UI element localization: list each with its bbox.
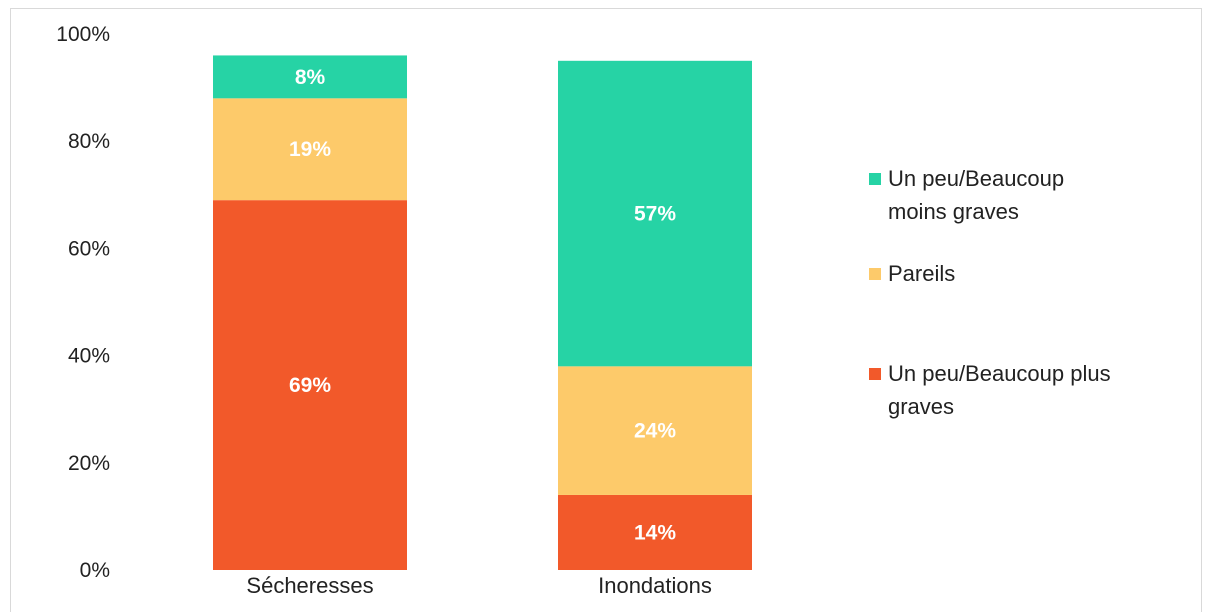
bar-segment: [213, 200, 407, 570]
legend-label-line: Pareils: [888, 261, 955, 286]
bars: [213, 55, 752, 570]
legend-label-line: moins graves: [888, 199, 1019, 224]
x-category-label: Sécheresses: [246, 573, 373, 598]
bar-segment: [558, 366, 752, 495]
bar-segment: [213, 98, 407, 201]
data-label: 14%: [634, 521, 676, 544]
legend-swatch: [869, 368, 881, 380]
y-axis: 0% 20% 40% 60% 80% 100%: [56, 23, 110, 582]
legend-label-line: Un peu/Beaucoup plus: [888, 361, 1111, 386]
legend-swatch: [869, 268, 881, 280]
legend-label: Un peu/Beaucoup moins graves: [888, 166, 1064, 224]
y-tick-label: 100%: [56, 23, 110, 46]
y-tick-label: 20%: [68, 452, 110, 475]
bar-segment: [558, 494, 752, 570]
data-label: 8%: [295, 66, 326, 89]
legend-label-line: Un peu/Beaucoup: [888, 166, 1064, 191]
y-tick-label: 40%: [68, 345, 110, 368]
y-tick-label: 80%: [68, 130, 110, 153]
legend-label: Un peu/Beaucoup plus graves: [888, 361, 1111, 419]
bar-segment: [558, 60, 752, 367]
x-category-label: Inondations: [598, 573, 712, 598]
legend: Un peu/Beaucoup moins graves Pareils Un peu…: [869, 166, 1111, 419]
data-label: 19%: [289, 138, 331, 161]
data-label: 24%: [634, 420, 676, 443]
data-label: 57%: [634, 203, 676, 226]
legend-label-line: graves: [888, 394, 954, 419]
y-tick-label: 60%: [68, 237, 110, 260]
chart-frame: [10, 8, 1202, 612]
bar-segment: [213, 55, 407, 99]
legend-swatch: [869, 173, 881, 185]
data-label: 69%: [289, 374, 331, 397]
legend-label: Pareils: [888, 261, 955, 286]
y-tick-label: 0%: [80, 559, 110, 582]
data-labels: 69% 19% 8% 14% 24% 57%: [289, 66, 676, 545]
x-axis: Sécheresses Inondations: [246, 573, 711, 598]
